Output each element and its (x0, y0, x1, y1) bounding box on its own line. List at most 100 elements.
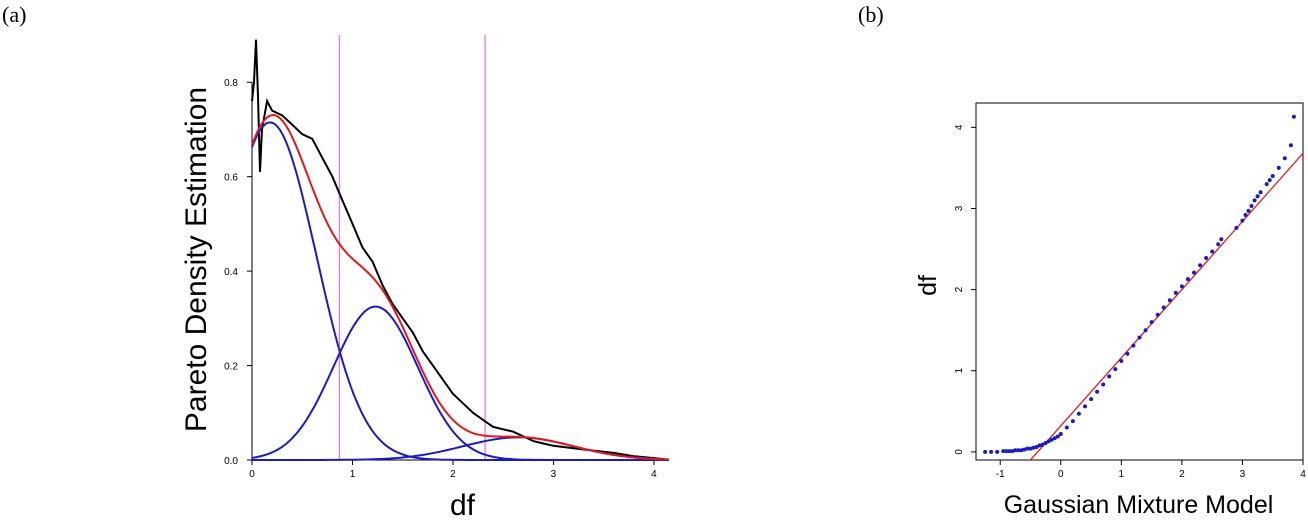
data-point (1192, 270, 1196, 275)
panel-label-a: (a) (2, 2, 27, 27)
data-point (1070, 419, 1075, 424)
data-point (1058, 432, 1063, 436)
data-point (1089, 397, 1094, 402)
data-point (1113, 367, 1118, 372)
data-point (1246, 208, 1251, 213)
data-point (1219, 237, 1224, 242)
data-point (1019, 448, 1024, 453)
data-point (1076, 411, 1081, 416)
x-tick-label: 3 (1240, 469, 1246, 480)
data-point (1025, 446, 1030, 451)
mixture-model-line (251, 113, 670, 461)
data-point (1167, 298, 1172, 303)
y-tick-label: 0.8 (224, 78, 238, 89)
y-tick-label: 0.0 (224, 456, 238, 467)
data-point (1107, 374, 1112, 379)
reference-line (1029, 152, 1303, 460)
data-point (1204, 256, 1209, 260)
y-tick-label: 1 (954, 368, 965, 374)
plot-frame (975, 102, 1304, 461)
data-point (1173, 290, 1178, 295)
data-point (1264, 182, 1269, 187)
gaussian-component-1 (251, 121, 669, 461)
density-chart: 0 1 2 3 4 0.0 0.2 0.4 0.6 0.8 df Pareto Density Est… (180, 35, 670, 522)
data-point (1119, 359, 1124, 363)
data-point (1095, 389, 1100, 394)
data-point (1234, 225, 1239, 230)
data-point (1288, 143, 1293, 148)
data-point (1240, 218, 1245, 223)
y-tick-label: 2 (954, 286, 965, 292)
qq-plot: -1 0 1 2 3 4 0 1 2 3 4 Gaussian Mixture Model df (914, 102, 1306, 519)
data-point (1049, 437, 1054, 442)
data-point (1022, 447, 1027, 452)
y-axis-title: Pareto Density Estimation (180, 87, 213, 432)
x-axis-title: df (450, 489, 476, 522)
x-tick-label: -1 (996, 469, 1005, 480)
y-axis-title: df (914, 275, 942, 296)
y-tick-label: 4 (954, 124, 965, 130)
panel-label-b: (b) (858, 2, 884, 27)
data-point (1252, 198, 1257, 203)
data-point (1291, 114, 1296, 119)
data-point (1198, 263, 1203, 268)
x-tick-label: 3 (551, 469, 557, 480)
x-tick-label: 4 (651, 469, 657, 480)
data-point (1282, 156, 1287, 161)
data-point (989, 449, 994, 454)
data-point (1001, 449, 1006, 454)
data-point (1258, 190, 1263, 195)
data-point (1016, 448, 1021, 453)
data-point (1052, 436, 1057, 441)
x-tick-label: 4 (1300, 469, 1306, 480)
data-point (1143, 328, 1148, 333)
data-point (1243, 213, 1248, 217)
data-point (1161, 305, 1166, 310)
data-point (1043, 441, 1048, 445)
data-point (1255, 194, 1260, 199)
data-point (1137, 335, 1142, 340)
x-tick-label: 0 (1058, 469, 1064, 480)
empirical-density-line (251, 39, 665, 461)
x-tick-label: 2 (1179, 469, 1185, 480)
data-point (1040, 442, 1045, 447)
x-axis-title: Gaussian Mixture Model (1004, 491, 1274, 519)
data-point (1034, 445, 1039, 449)
data-point (1010, 449, 1015, 454)
y-tick-label: 0 (954, 449, 965, 455)
data-point (1004, 449, 1009, 454)
data-point (983, 449, 988, 454)
data-point (1185, 277, 1190, 282)
data-point (1125, 351, 1130, 356)
data-point (1101, 382, 1106, 387)
x-tick-label: 0 (249, 469, 255, 480)
data-point (1028, 446, 1033, 451)
y-tick-label: 0.6 (224, 173, 238, 184)
data-point (1155, 312, 1160, 317)
x-tick-label: 2 (450, 469, 456, 480)
gaussian-component-2 (251, 305, 669, 461)
data-point (1055, 434, 1060, 439)
y-tick-label: 3 (954, 205, 965, 211)
data-point (1131, 343, 1136, 348)
data-point (1249, 204, 1254, 208)
x-tick-label: 1 (350, 469, 356, 480)
data-point (1007, 449, 1012, 454)
data-point (1013, 448, 1018, 453)
data-point (1179, 284, 1184, 289)
data-point (1037, 443, 1042, 448)
data-point (1267, 178, 1272, 183)
data-point (1276, 165, 1281, 170)
data-point (1083, 404, 1087, 409)
data-point (1149, 320, 1154, 325)
data-point (995, 449, 1000, 454)
y-tick-label: 0.2 (224, 362, 238, 373)
data-point (1046, 439, 1051, 444)
data-point (1216, 242, 1221, 247)
data-point (1210, 249, 1215, 254)
y-tick-label: 0.4 (224, 267, 238, 278)
x-tick-label: 1 (1119, 469, 1125, 480)
data-point (1270, 174, 1275, 178)
data-point (1031, 445, 1036, 450)
